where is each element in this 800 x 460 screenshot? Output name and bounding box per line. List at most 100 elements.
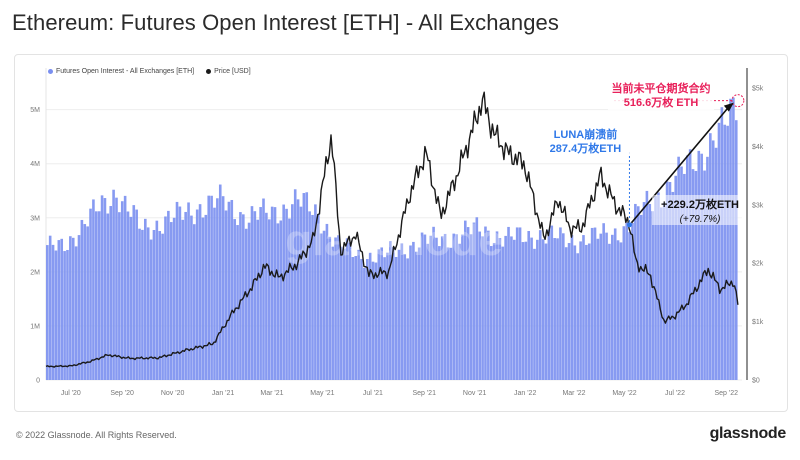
oi-bar bbox=[351, 257, 355, 380]
oi-bar bbox=[449, 247, 453, 380]
oi-bar bbox=[636, 206, 640, 380]
oi-bar bbox=[660, 207, 663, 380]
oi-bar bbox=[149, 239, 153, 380]
oi-bar bbox=[544, 243, 548, 380]
oi-bar bbox=[230, 199, 234, 380]
oi-bar bbox=[714, 147, 718, 380]
oi-bar bbox=[386, 252, 389, 380]
oi-bar bbox=[106, 213, 110, 380]
legend-label-price: Price [USD] bbox=[214, 68, 251, 75]
oi-bar bbox=[492, 242, 496, 380]
oi-bar bbox=[288, 218, 291, 380]
oi-bar bbox=[89, 208, 92, 380]
oi-bar bbox=[458, 243, 461, 380]
oi-bar bbox=[536, 239, 539, 380]
oi-bar bbox=[602, 223, 605, 380]
oi-bar bbox=[435, 237, 438, 380]
oi-bar bbox=[236, 225, 239, 380]
oi-bar bbox=[146, 227, 150, 380]
growth-arrow-line bbox=[630, 105, 731, 224]
oi-bar bbox=[553, 238, 556, 380]
oi-bar bbox=[227, 201, 231, 380]
oi-bar bbox=[285, 208, 288, 380]
oi-bar bbox=[100, 195, 104, 380]
oi-bar bbox=[161, 233, 164, 380]
oi-bar bbox=[634, 203, 637, 380]
oi-bar bbox=[233, 219, 236, 380]
oi-bar bbox=[510, 236, 513, 380]
watermark-text: glassnode bbox=[285, 216, 503, 265]
oi-bar bbox=[616, 240, 620, 380]
oi-bar bbox=[302, 193, 306, 380]
oi-bar bbox=[319, 233, 323, 380]
oi-bar bbox=[83, 224, 87, 380]
oi-bar bbox=[590, 227, 594, 380]
oi-bar bbox=[363, 267, 366, 380]
oi-bar bbox=[562, 233, 565, 380]
oi-bar bbox=[466, 227, 470, 380]
oi-bar bbox=[265, 212, 268, 380]
oi-bar bbox=[129, 216, 133, 380]
oi-bar bbox=[337, 235, 340, 380]
oi-bar bbox=[463, 220, 467, 380]
y-left-tick-label: 1M bbox=[30, 323, 40, 330]
current-label-bg bbox=[608, 80, 714, 110]
oi-bar bbox=[135, 209, 138, 380]
oi-bar bbox=[726, 125, 729, 380]
oi-bar bbox=[438, 246, 441, 380]
oi-bar bbox=[216, 198, 219, 380]
legend-swatch-open-interest bbox=[48, 69, 53, 74]
x-tick-label: Mar '21 bbox=[260, 390, 283, 397]
oi-bar bbox=[181, 219, 185, 380]
oi-bar bbox=[109, 206, 113, 380]
oi-bar bbox=[484, 226, 487, 380]
oi-bar bbox=[625, 222, 629, 380]
oi-bar bbox=[668, 182, 672, 380]
legend-label-open-interest: Futures Open Interest - All Exchanges [E… bbox=[56, 68, 195, 75]
oi-bar bbox=[455, 234, 458, 380]
oi-bar bbox=[126, 211, 130, 380]
oi-bar bbox=[570, 235, 574, 380]
y-left-tick-label: 5M bbox=[30, 107, 40, 114]
oi-bar bbox=[527, 231, 531, 380]
oi-bar bbox=[521, 242, 525, 380]
oi-bar bbox=[685, 155, 689, 380]
oi-bar bbox=[631, 222, 634, 380]
oi-bar bbox=[452, 233, 456, 380]
oi-bar bbox=[256, 219, 260, 380]
x-tick-label: Jul '20 bbox=[61, 390, 81, 397]
oi-bar bbox=[654, 195, 657, 380]
oi-bar bbox=[541, 239, 545, 380]
oi-bar bbox=[550, 225, 554, 380]
x-tick-label: Jul '22 bbox=[665, 390, 685, 397]
oi-bar bbox=[218, 184, 222, 380]
oi-bar bbox=[308, 211, 311, 380]
oi-bar bbox=[391, 247, 395, 380]
y-right-tick-label: $2k bbox=[752, 261, 764, 268]
oi-bar bbox=[167, 210, 170, 380]
oi-bar bbox=[357, 249, 360, 380]
oi-bar bbox=[723, 124, 727, 380]
oi-bar bbox=[141, 229, 144, 380]
oi-bar bbox=[440, 236, 444, 380]
legend-item-price[interactable]: Price [USD] bbox=[206, 68, 251, 75]
oi-bar bbox=[207, 195, 211, 380]
oi-bar bbox=[120, 201, 124, 380]
oi-bar bbox=[472, 222, 476, 380]
growth-arrowhead bbox=[723, 102, 734, 112]
oi-bar bbox=[123, 195, 127, 380]
legend-swatch-price bbox=[206, 69, 212, 74]
oi-bar bbox=[513, 239, 516, 380]
legend-item-open-interest[interactable]: Futures Open Interest - All Exchanges [E… bbox=[48, 68, 194, 75]
oi-bar bbox=[279, 220, 283, 380]
oi-bar bbox=[397, 249, 401, 380]
oi-bar bbox=[446, 247, 450, 380]
oi-bar bbox=[507, 226, 510, 380]
oi-bar bbox=[282, 204, 285, 380]
glassnode-logo[interactable]: glassnode bbox=[709, 425, 787, 442]
oi-bar bbox=[400, 243, 404, 380]
oi-bar bbox=[406, 258, 409, 380]
oi-bar bbox=[599, 233, 603, 380]
x-tick-label: Sep '20 bbox=[110, 390, 134, 397]
